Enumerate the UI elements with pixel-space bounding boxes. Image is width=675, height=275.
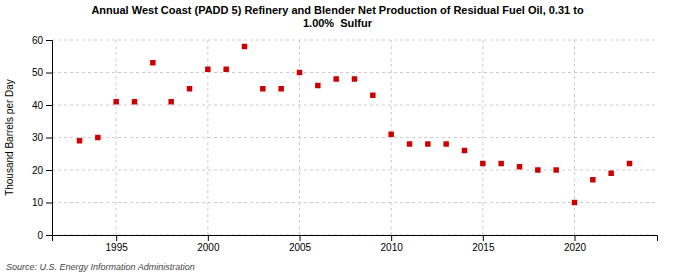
tick-mark xyxy=(46,40,52,41)
grid-line xyxy=(391,40,392,235)
point xyxy=(187,86,192,91)
tick-label: 2020 xyxy=(564,242,587,253)
point xyxy=(553,167,558,172)
tick-mark xyxy=(46,235,52,236)
tick-mark xyxy=(300,235,301,241)
point xyxy=(425,141,430,146)
grid-line xyxy=(52,137,657,138)
tick-mark xyxy=(46,203,52,204)
tick: 60 xyxy=(32,35,52,46)
point xyxy=(77,138,82,143)
tick: 2010 xyxy=(381,235,404,253)
point xyxy=(462,148,467,153)
point xyxy=(168,99,173,104)
tick-label: 50 xyxy=(32,67,44,78)
tick-label: 40 xyxy=(32,100,44,111)
point xyxy=(223,67,228,72)
point xyxy=(333,76,338,81)
grid-line xyxy=(482,40,483,235)
grid-line xyxy=(299,40,300,235)
point xyxy=(627,161,632,166)
tick: 1995 xyxy=(106,235,129,253)
tick-mark xyxy=(46,105,52,106)
point xyxy=(443,141,448,146)
point xyxy=(498,161,503,166)
title: Annual West Coast (PADD 5) Refinery and … xyxy=(91,4,583,29)
tick-label: 10 xyxy=(32,197,44,208)
tick-mark xyxy=(575,235,576,241)
point xyxy=(608,171,613,176)
point xyxy=(517,164,522,169)
tick-label: 2010 xyxy=(381,242,404,253)
point xyxy=(388,132,393,137)
tick: 30 xyxy=(32,132,52,143)
axis-line xyxy=(46,41,53,236)
point xyxy=(242,44,247,49)
grid-line xyxy=(116,40,117,235)
grid-line xyxy=(52,105,657,106)
tick-mark xyxy=(208,235,209,241)
chart: Annual West Coast (PADD 5) Refinery and … xyxy=(0,0,675,275)
annotation: Source: U.S. Energy Information Administ… xyxy=(6,262,195,272)
grid xyxy=(52,40,657,235)
tick: 2005 xyxy=(289,235,312,253)
grid-line xyxy=(52,40,657,41)
title-line: Annual West Coast (PADD 5) Refinery and … xyxy=(91,4,583,16)
tick: 2020 xyxy=(564,235,587,253)
tick-mark xyxy=(46,170,52,171)
point xyxy=(535,167,540,172)
point xyxy=(150,60,155,65)
axis-line xyxy=(53,236,658,242)
tick: 0 xyxy=(37,230,52,241)
points xyxy=(77,44,632,205)
point xyxy=(315,83,320,88)
y-axis-title: Thousand Barrels per Day xyxy=(4,79,15,196)
tick: 10 xyxy=(32,197,52,208)
tick-mark xyxy=(46,73,52,74)
tick-label: 1995 xyxy=(106,242,129,253)
point xyxy=(95,135,100,140)
tick: 2015 xyxy=(472,235,495,253)
grid-line xyxy=(52,170,657,171)
point xyxy=(297,70,302,75)
tick: 40 xyxy=(32,100,52,111)
tick-label: 60 xyxy=(32,35,44,46)
point xyxy=(480,161,485,166)
point xyxy=(370,93,375,98)
title-line: 1.00% Sulfur xyxy=(303,17,373,29)
x-axis: 1995 2000 2005 2010 2015 2020 xyxy=(53,235,658,253)
point xyxy=(205,67,210,72)
tick-mark xyxy=(116,235,117,241)
tick-mark xyxy=(391,235,392,241)
tick: 50 xyxy=(32,67,52,78)
grid-line xyxy=(52,202,657,203)
grid-line xyxy=(574,40,575,235)
grid-line xyxy=(52,72,657,73)
tick-label: 2015 xyxy=(472,242,495,253)
point xyxy=(572,200,577,205)
y-axis: 0 10 20 30 40 50 60 xyxy=(32,35,53,241)
tick: 2000 xyxy=(197,235,220,253)
point xyxy=(113,99,118,104)
tick-label: 0 xyxy=(37,230,43,241)
point xyxy=(590,177,595,182)
tick-label: 20 xyxy=(32,165,44,176)
tick-mark xyxy=(483,235,484,241)
tick: 20 xyxy=(32,165,52,176)
tick-mark xyxy=(46,138,52,139)
point xyxy=(278,86,283,91)
point xyxy=(132,99,137,104)
point xyxy=(407,141,412,146)
point xyxy=(260,86,265,91)
point xyxy=(352,76,357,81)
tick-label: 2005 xyxy=(289,242,312,253)
plot: 1995 2000 2005 2010 2015 2020 0 10 20 30 40 50 60 xyxy=(32,35,658,253)
tick-label: 2000 xyxy=(197,242,220,253)
tick-label: 30 xyxy=(32,132,44,143)
